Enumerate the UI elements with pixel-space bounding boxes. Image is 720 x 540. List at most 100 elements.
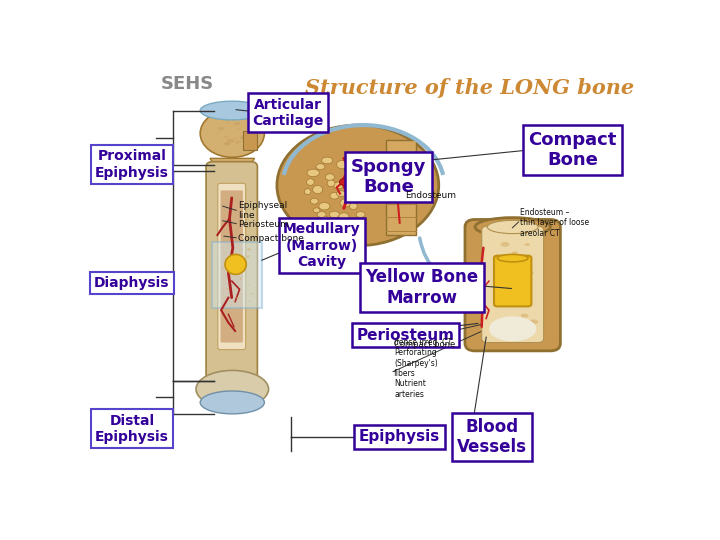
FancyBboxPatch shape: [206, 161, 258, 409]
Ellipse shape: [227, 139, 235, 143]
Ellipse shape: [329, 211, 339, 218]
Ellipse shape: [513, 273, 518, 276]
FancyBboxPatch shape: [482, 226, 544, 342]
Ellipse shape: [200, 391, 264, 414]
Ellipse shape: [316, 164, 325, 170]
Ellipse shape: [496, 279, 503, 283]
Ellipse shape: [323, 230, 331, 235]
Ellipse shape: [305, 188, 311, 194]
Ellipse shape: [322, 157, 333, 164]
Ellipse shape: [475, 218, 550, 237]
Ellipse shape: [339, 213, 349, 219]
Ellipse shape: [338, 231, 344, 237]
Text: Yellow Bone
Marrow: Yellow Bone Marrow: [366, 268, 479, 307]
Ellipse shape: [495, 288, 501, 291]
Ellipse shape: [243, 131, 247, 133]
Ellipse shape: [506, 273, 512, 275]
Ellipse shape: [217, 127, 224, 131]
Ellipse shape: [224, 142, 230, 145]
Ellipse shape: [236, 266, 240, 268]
FancyBboxPatch shape: [465, 219, 560, 351]
Ellipse shape: [248, 301, 251, 302]
Ellipse shape: [240, 135, 246, 138]
Ellipse shape: [330, 192, 339, 199]
Ellipse shape: [511, 251, 518, 255]
Text: Epiphyseal
line: Epiphyseal line: [238, 201, 287, 220]
Circle shape: [339, 179, 348, 185]
Text: Structure of the LONG bone: Structure of the LONG bone: [305, 78, 634, 98]
Ellipse shape: [498, 254, 528, 262]
Polygon shape: [210, 158, 255, 167]
Ellipse shape: [529, 320, 538, 325]
Ellipse shape: [310, 198, 318, 204]
Ellipse shape: [251, 293, 253, 295]
Text: Periosteum: Periosteum: [356, 328, 454, 342]
Ellipse shape: [244, 137, 248, 139]
Ellipse shape: [521, 314, 528, 318]
Ellipse shape: [248, 285, 249, 286]
Text: Periosteum: Periosteum: [238, 220, 289, 230]
Ellipse shape: [494, 265, 498, 267]
Ellipse shape: [226, 288, 229, 290]
FancyBboxPatch shape: [220, 191, 243, 342]
Ellipse shape: [510, 302, 517, 306]
Ellipse shape: [312, 185, 323, 194]
Ellipse shape: [307, 179, 315, 185]
Ellipse shape: [317, 212, 326, 218]
Ellipse shape: [319, 202, 330, 210]
Ellipse shape: [337, 191, 346, 197]
FancyBboxPatch shape: [386, 140, 416, 235]
Ellipse shape: [320, 216, 329, 223]
Ellipse shape: [499, 299, 505, 301]
Ellipse shape: [220, 247, 222, 249]
Ellipse shape: [236, 296, 240, 299]
Ellipse shape: [216, 132, 219, 134]
Ellipse shape: [236, 143, 238, 144]
Ellipse shape: [245, 254, 247, 255]
Ellipse shape: [349, 203, 357, 210]
Text: Proximal
Epiphysis: Proximal Epiphysis: [95, 150, 168, 180]
Ellipse shape: [313, 208, 320, 213]
Text: Compact bone: Compact bone: [238, 234, 304, 243]
Ellipse shape: [515, 324, 522, 328]
Ellipse shape: [227, 122, 230, 123]
Text: Epiphysis: Epiphysis: [359, 429, 441, 444]
Text: Blood
Vessels: Blood Vessels: [456, 417, 527, 456]
Text: Spongy
Bone: Spongy Bone: [351, 158, 426, 197]
Ellipse shape: [331, 224, 340, 232]
Text: Compact
Bone: Compact Bone: [528, 131, 617, 170]
Ellipse shape: [356, 212, 365, 218]
Text: Distal
Epiphysis: Distal Epiphysis: [95, 414, 168, 444]
Ellipse shape: [229, 272, 233, 274]
Ellipse shape: [337, 160, 348, 168]
Ellipse shape: [200, 110, 264, 157]
Ellipse shape: [234, 122, 240, 125]
Ellipse shape: [246, 256, 249, 258]
Ellipse shape: [248, 255, 250, 256]
Ellipse shape: [307, 169, 320, 177]
Text: SEHS: SEHS: [161, 75, 215, 92]
Ellipse shape: [237, 129, 240, 130]
Ellipse shape: [345, 167, 354, 174]
Ellipse shape: [196, 370, 269, 408]
Ellipse shape: [333, 182, 343, 188]
FancyBboxPatch shape: [243, 131, 258, 150]
Ellipse shape: [240, 278, 242, 280]
Ellipse shape: [340, 199, 351, 207]
Ellipse shape: [224, 296, 225, 298]
Ellipse shape: [247, 248, 251, 251]
Text: Compact bone: Compact bone: [394, 340, 455, 349]
Ellipse shape: [200, 101, 264, 120]
Ellipse shape: [503, 297, 510, 301]
Ellipse shape: [525, 243, 530, 246]
Ellipse shape: [523, 276, 531, 280]
FancyBboxPatch shape: [212, 241, 262, 308]
Ellipse shape: [234, 288, 236, 289]
Ellipse shape: [220, 293, 222, 294]
Ellipse shape: [235, 140, 241, 143]
Text: Diaphysis: Diaphysis: [94, 276, 170, 290]
Text: Medullary
(Marrow)
Cavity: Medullary (Marrow) Cavity: [283, 222, 361, 269]
Ellipse shape: [221, 267, 222, 268]
Text: dense irreg. CT
Perforating
(Sharpey's)
fibers
Nutrient
arteries: dense irreg. CT Perforating (Sharpey's) …: [394, 338, 452, 399]
FancyBboxPatch shape: [494, 255, 531, 306]
